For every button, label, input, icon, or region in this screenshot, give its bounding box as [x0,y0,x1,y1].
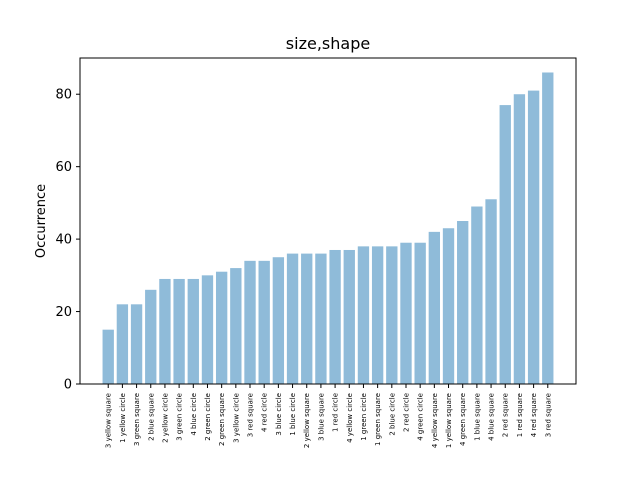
axes-frame [79,57,577,385]
y-tick-label: 40 [55,233,72,248]
x-tick-label: 2 green circle [204,393,212,441]
bar [187,278,199,384]
bar [272,257,285,384]
bar [499,105,511,384]
y-tick-label: 0 [64,378,72,393]
x-tick-label: 1 red circle [332,393,340,432]
x-tick-label: 1 green square [374,393,382,446]
plot-area: 0 20 40 60 80 3 yellow square 1 yellow circle 3… [55,57,577,448]
x-tick-label: 4 green square [459,393,467,446]
x-tick-label: 2 blue circle [388,393,396,436]
bar [457,221,469,384]
bar [400,242,412,384]
y-tick-label: 20 [55,305,72,320]
x-tick-label: 2 red square [502,393,510,437]
bar [428,231,441,384]
x-tick-label: 2 blue square [147,393,155,441]
bar [513,94,526,384]
bar [329,249,341,384]
x-tick-label: 3 blue square [317,393,325,441]
bar [542,72,554,385]
bar [371,246,384,384]
bar [102,329,114,384]
bar [159,278,171,384]
bar [215,271,228,384]
bar [301,253,313,384]
bar [442,228,455,384]
bar [244,260,256,384]
y-axis-label: Occurrence [34,184,49,258]
x-tick-label: 4 yellow square [431,393,439,448]
bar [471,206,483,384]
bar [145,289,157,384]
bar [527,90,540,384]
bar [130,304,143,384]
x-tick-label: 4 yellow circle [346,393,354,443]
bar [357,246,370,384]
x-tick-label: 3 red square [247,393,255,437]
bar [343,249,355,384]
bar [116,304,129,384]
bar [286,253,299,384]
x-tick-label: 3 green square [133,393,141,446]
x-tick-label: 2 green square [218,393,226,446]
bar [173,278,185,384]
x-tick-label: 1 blue circle [289,393,297,436]
x-tick-label: 4 blue square [488,393,496,441]
x-tick-label: 1 blue square [473,393,481,441]
x-tick-label: 1 yellow circle [119,393,127,443]
y-tick-label: 60 [55,160,72,175]
x-tick-label: 3 red square [544,393,552,437]
x-tick-label: 2 red circle [402,393,410,432]
chart-title: size,shape [286,34,370,53]
bar [201,275,214,384]
x-tick-label: 4 blue circle [190,393,198,436]
bar [386,246,398,384]
x-tick-label: 1 red square [516,393,524,437]
x-tick-label: 3 yellow square [105,393,113,448]
x-tick-label: 4 red square [530,393,538,437]
y-tick-label: 80 [55,88,72,103]
bar [414,242,426,384]
bar [485,199,497,384]
bar [315,253,327,384]
bar [230,268,242,384]
x-tick-label: 4 red circle [261,393,269,432]
x-tick-label: 3 green circle [176,393,184,441]
x-tick-label: 3 yellow circle [232,393,240,443]
x-tick-label: 2 yellow circle [161,393,169,443]
bar [258,260,270,384]
x-tick-label: 2 yellow square [303,393,311,448]
x-tick-label: 1 green circle [360,393,368,441]
x-tick-label: 4 green circle [417,393,425,441]
x-tick-label: 1 yellow square [445,393,453,448]
x-tick-label: 3 blue circle [275,393,283,436]
